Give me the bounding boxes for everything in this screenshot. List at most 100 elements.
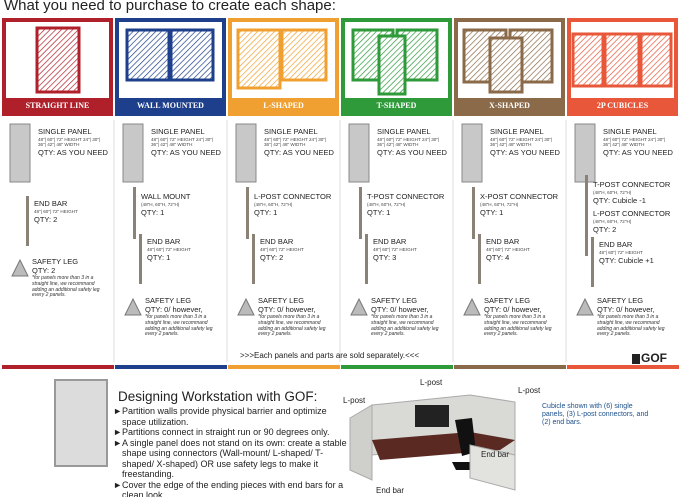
caption: Cubicle shown with (6) single panels, (3… xyxy=(542,403,649,427)
leg-icon xyxy=(11,258,29,277)
panel-illustration xyxy=(280,28,328,82)
item-spec: 48"| 60"| 72" HEIGHT xyxy=(486,247,530,252)
shape-label: T-SHAPED xyxy=(376,101,417,110)
item-name: T-POST CONNECTOR xyxy=(593,180,671,189)
bottom-rule xyxy=(567,365,679,369)
item-qty: QTY: AS YOU NEED xyxy=(264,148,334,157)
post-icon xyxy=(585,175,588,227)
item-name: SINGLE PANEL xyxy=(490,127,544,136)
panel-illustration xyxy=(377,34,407,96)
bottom-rule xyxy=(341,365,453,369)
item-name: END BAR xyxy=(34,199,68,208)
item-spec: (48"H, 60"H, 72"H) xyxy=(141,202,180,207)
post-icon xyxy=(246,187,249,239)
post-icon xyxy=(585,204,588,256)
bar-icon xyxy=(591,237,594,287)
item-name: SAFETY LEG xyxy=(484,296,531,305)
panel-illustration xyxy=(169,28,215,82)
item-spec: 48"| 60"| 72" HEIGHT 24"| 30"| 36"| 42"|… xyxy=(490,137,553,148)
item-spec: 48"| 60"| 72" HEIGHT xyxy=(373,247,417,252)
item-qty: QTY: 0/ however, xyxy=(258,305,316,314)
bottom-rule xyxy=(2,365,114,369)
bullet: A single panel does not stand on its own… xyxy=(122,438,347,480)
item-note: *for panels more than 3 in a straight li… xyxy=(484,314,552,338)
post-icon xyxy=(359,187,362,239)
item-name: END BAR xyxy=(486,237,520,246)
item-spec: 48"| 60"| 72" HEIGHT 24"| 30"| 36"| 42"|… xyxy=(377,137,440,148)
leg-icon xyxy=(124,297,142,316)
bottom-rule xyxy=(454,365,566,369)
label-bar xyxy=(117,98,224,114)
panel-icon xyxy=(235,123,257,183)
item-qty: QTY: 1 xyxy=(141,208,165,217)
item-name: SAFETY LEG xyxy=(258,296,305,305)
item-spec: (48"H, 60"H, 72"H) xyxy=(480,202,519,207)
shape-label: 2P CUBICLES xyxy=(596,101,649,110)
item-qty: QTY: AS YOU NEED xyxy=(490,148,560,157)
item-spec: 48"| 60"| 72" HEIGHT 24"| 30"| 36"| 42"|… xyxy=(603,137,666,148)
item-spec: 48"| 60"| 72" HEIGHT 24"| 30"| 36"| 42"|… xyxy=(151,137,214,148)
item-qty: QTY: Cubicle -1 xyxy=(593,196,646,205)
item-qty: QTY: 1 xyxy=(254,208,278,217)
bullet: Partition walls provide physical barrier… xyxy=(122,406,347,427)
bar-icon xyxy=(478,234,481,284)
label-bar xyxy=(230,98,337,114)
item-qty: QTY: 0/ however, xyxy=(145,305,203,314)
item-name: WALL MOUNT xyxy=(141,192,191,201)
leg-icon xyxy=(237,297,255,316)
item-qty: QTY: 0/ however, xyxy=(597,305,655,314)
label-bar xyxy=(343,98,450,114)
item-qty: QTY: AS YOU NEED xyxy=(377,148,447,157)
panel-icon xyxy=(9,123,31,183)
item-name: SAFETY LEG xyxy=(145,296,192,305)
shape-label: X-SHAPED xyxy=(489,101,530,110)
bullet-list: Partition walls provide physical barrier… xyxy=(112,406,347,497)
notice: >>>Each panels and parts are sold separa… xyxy=(240,351,420,360)
item-name: SINGLE PANEL xyxy=(151,127,205,136)
item-spec: 48"| 60"| 72" HEIGHT xyxy=(260,247,304,252)
design-title: Designing Workstation with GOF: xyxy=(118,389,318,404)
shape-label: WALL MOUNTED xyxy=(137,101,204,110)
item-qty: QTY: 3 xyxy=(373,253,397,262)
item-name: SINGLE PANEL xyxy=(377,127,431,136)
item-qty: QTY: AS YOU NEED xyxy=(603,148,673,157)
item-name: SAFETY LEG xyxy=(371,296,418,305)
item-qty: QTY: 2 xyxy=(260,253,284,262)
item-name: X-POST CONNECTOR xyxy=(480,192,559,201)
leg-icon xyxy=(576,297,594,316)
item-name: L-POST CONNECTOR xyxy=(254,192,332,201)
chair xyxy=(452,418,482,470)
item-note: *for panels more than 3 in a straight li… xyxy=(32,275,100,299)
item-name: SINGLE PANEL xyxy=(38,127,92,136)
item-spec: (48"H, 60"H, 72"H) xyxy=(254,202,293,207)
item-spec: 48"| 60"| 72" HEIGHT xyxy=(147,247,191,252)
panel-icon xyxy=(122,123,144,183)
cubicle-label: End bar xyxy=(376,486,405,495)
bullet: Cover the edge of the ending pieces with… xyxy=(122,480,347,497)
item-name: END BAR xyxy=(147,237,181,246)
item-qty: QTY: 1 xyxy=(480,208,504,217)
item-name: SAFETY LEG xyxy=(597,296,644,305)
panel-icon xyxy=(461,123,483,183)
item-qty: QTY: 2 xyxy=(34,215,58,224)
bullet: Partitions connect in straight run or 90… xyxy=(122,427,347,438)
item-spec: 48"| 60"| 72" HEIGHT xyxy=(599,250,643,255)
item-name: SINGLE PANEL xyxy=(603,127,657,136)
leg-icon xyxy=(463,297,481,316)
item-note: *for panels more than 3 in a straight li… xyxy=(597,314,665,338)
post-icon xyxy=(133,187,136,239)
item-spec: 48"| 60"| 72" HEIGHT 24"| 30"| 36"| 42"|… xyxy=(38,137,101,148)
label-bar xyxy=(4,98,111,114)
item-name: SAFETY LEG xyxy=(32,257,79,266)
panel-illustration xyxy=(488,36,524,94)
item-qty: QTY: Cubicle +1 xyxy=(599,256,654,265)
panel-illustration xyxy=(603,32,641,88)
cubicle-label: End bar xyxy=(481,450,510,459)
front-panel xyxy=(469,444,516,491)
item-name: L-POST CONNECTOR xyxy=(593,209,671,218)
page-title: What you need to purchase to create each… xyxy=(4,0,336,14)
item-name: END BAR xyxy=(260,237,294,246)
shape-label: STRAIGHT LINE xyxy=(25,101,90,110)
